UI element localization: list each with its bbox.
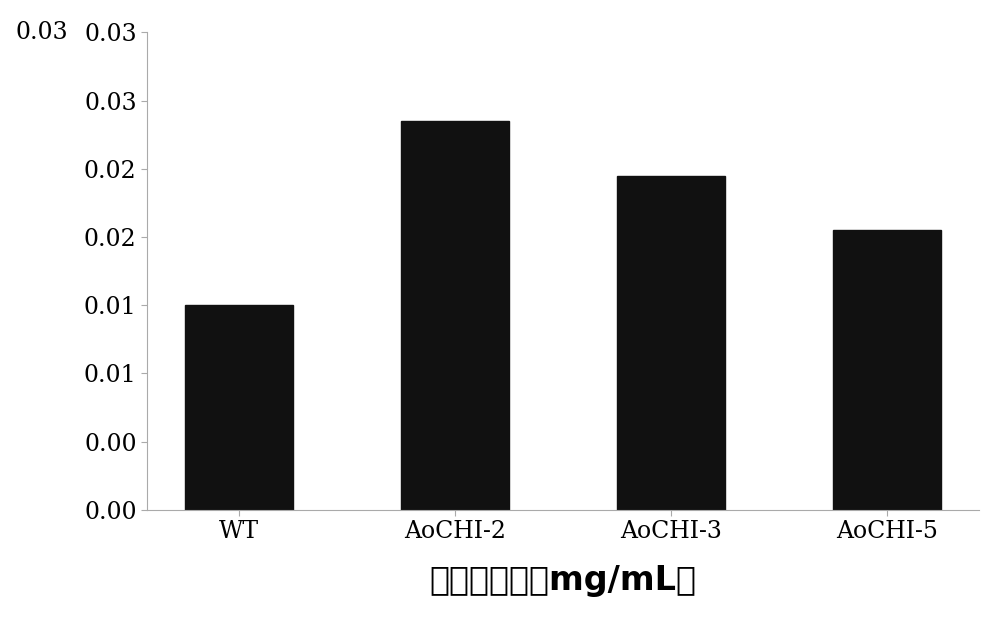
Text: 0.03: 0.03 [15,21,68,44]
X-axis label: 总黄酮含量（mg/mL）: 总黄酮含量（mg/mL） [430,564,697,597]
Bar [617,176,725,510]
Bar [185,305,293,510]
Bar [401,121,509,510]
Bar [833,230,941,510]
